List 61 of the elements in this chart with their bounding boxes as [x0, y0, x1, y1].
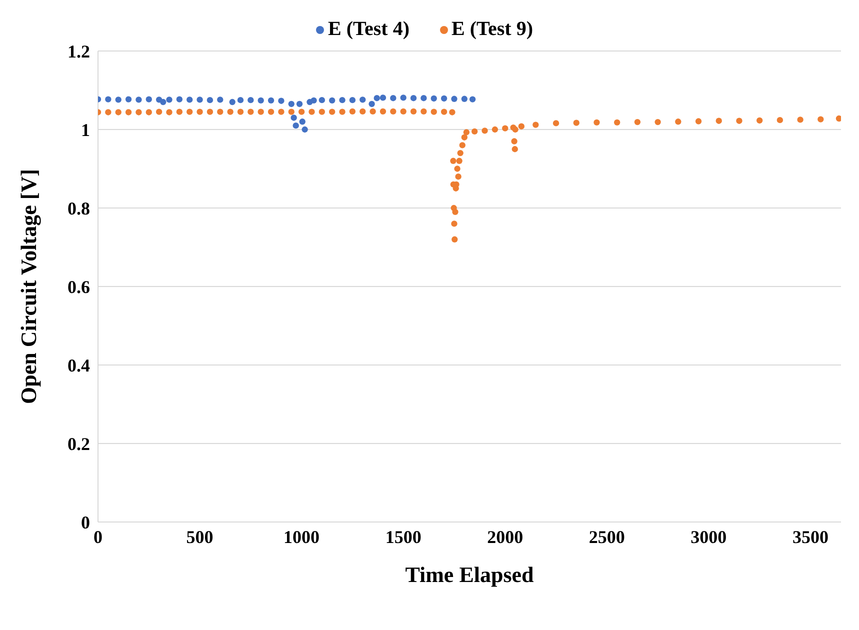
- point: [299, 118, 306, 125]
- point: [410, 95, 417, 102]
- x-tick-label: 1500: [385, 526, 422, 547]
- point: [229, 98, 236, 106]
- point: [290, 114, 297, 121]
- x-tick-label: 1000: [284, 526, 320, 547]
- y-tick-label: 0.2: [68, 434, 90, 454]
- point: [318, 96, 326, 104]
- point: [368, 100, 375, 108]
- point: [349, 96, 356, 104]
- point: [146, 96, 152, 102]
- y-tick-label: 1.2: [68, 41, 90, 62]
- point: [360, 96, 366, 103]
- point: [160, 98, 166, 106]
- point: [115, 96, 122, 103]
- point: [237, 96, 244, 104]
- point: [125, 96, 132, 102]
- point: [469, 96, 476, 102]
- point: [380, 94, 386, 101]
- y-tick-label: 0.4: [68, 355, 90, 376]
- y-tick-label: 0.6: [68, 276, 90, 297]
- point: [166, 96, 172, 103]
- point: [206, 96, 214, 104]
- y-tick-label: 0: [81, 512, 90, 532]
- point: [310, 97, 317, 104]
- point: [278, 98, 284, 104]
- point: [451, 96, 458, 102]
- y-tick-label: 0.8: [68, 198, 90, 218]
- y-axis-title: Open Circuit Voltage [V]: [16, 169, 41, 404]
- x-tick-label: 2500: [588, 526, 625, 547]
- point: [288, 100, 294, 108]
- point: [339, 96, 346, 104]
- point: [136, 96, 142, 103]
- point: [430, 95, 437, 102]
- point: [390, 95, 396, 102]
- point: [302, 126, 308, 133]
- x-tick-label: 3500: [792, 526, 828, 547]
- point: [292, 122, 299, 129]
- x-axis-title: Time Elapsed: [405, 562, 534, 587]
- point: [248, 96, 254, 104]
- x-tick-label: 0: [94, 526, 102, 547]
- point: [176, 96, 183, 102]
- point: [217, 96, 224, 103]
- point: [461, 96, 468, 102]
- x-tick-label: 500: [186, 526, 214, 547]
- point: [374, 95, 380, 102]
- point: [296, 100, 303, 108]
- point: [329, 97, 336, 104]
- point: [420, 95, 427, 102]
- point: [440, 95, 448, 102]
- point: [268, 97, 274, 104]
- point: [196, 96, 203, 103]
- x-tick-label: 3000: [690, 526, 727, 547]
- point: [186, 96, 193, 103]
- point: [105, 96, 112, 102]
- point: [400, 94, 406, 101]
- point: [258, 97, 264, 104]
- legend-label: E (Test 9): [452, 18, 533, 40]
- legend-label: E (Test 4): [328, 18, 410, 40]
- x-tick-label: 2000: [487, 526, 524, 547]
- y-tick-label: 1: [81, 120, 90, 140]
